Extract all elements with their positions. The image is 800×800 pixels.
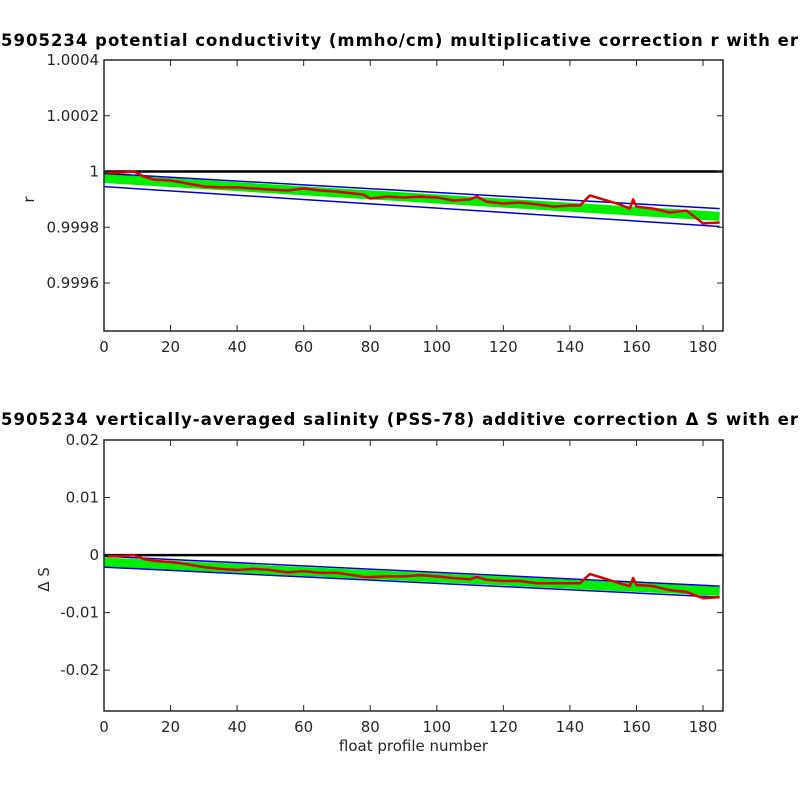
y-axis-label: r	[20, 196, 38, 203]
x-tick-label: 140	[556, 338, 585, 356]
y-axis-label: Δ S	[35, 567, 53, 592]
x-tick-label: 120	[489, 338, 518, 356]
x-tick-label: 140	[556, 718, 585, 736]
y-tick-label: 0.9996	[47, 274, 100, 292]
x-tick-label: 180	[689, 718, 718, 736]
x-tick-label: 160	[622, 718, 651, 736]
x-tick-label: 180	[689, 338, 718, 356]
x-axis-label: float profile number	[339, 737, 489, 755]
axes-box	[103, 59, 724, 332]
x-tick-label: 40	[228, 718, 247, 736]
y-tick-label: 1	[89, 163, 99, 181]
x-tick-label: 160	[622, 338, 651, 356]
series-line	[104, 172, 720, 210]
y-tick-label: 0.9998	[47, 218, 100, 236]
y-tick-label: -0.02	[60, 661, 99, 679]
x-tick-label: 80	[361, 718, 380, 736]
series-line	[107, 553, 720, 600]
x-tick-label: 100	[422, 718, 451, 736]
x-tick-label: 60	[294, 718, 313, 736]
x-tick-label: 20	[161, 338, 180, 356]
y-tick-label: 0	[89, 546, 99, 564]
x-tick-label: 20	[161, 718, 180, 736]
series-line	[104, 566, 720, 598]
y-tick-label: -0.01	[60, 604, 99, 622]
y-tick-label: 0.02	[66, 431, 99, 449]
x-tick-label: 100	[422, 338, 451, 356]
x-tick-label: 120	[489, 718, 518, 736]
y-tick-label: 0.01	[66, 489, 99, 507]
subplot: 5905234 potential conductivity (mmho/cm)…	[1, 31, 799, 356]
series-line	[104, 185, 720, 228]
y-tick-label: 1.0004	[47, 51, 100, 69]
x-tick-label: 0	[99, 718, 109, 736]
axes-box	[103, 439, 724, 712]
y-tick-label: 1.0002	[47, 107, 100, 125]
x-tick-label: 0	[99, 338, 109, 356]
chart-title: 5905234 vertically-averaged salinity (PS…	[1, 410, 799, 429]
x-tick-label: 80	[361, 338, 380, 356]
series-line	[107, 170, 720, 225]
x-tick-label: 60	[294, 338, 313, 356]
chart-title: 5905234 potential conductivity (mmho/cm)…	[1, 31, 799, 50]
x-tick-label: 40	[228, 338, 247, 356]
subplot: 5905234 vertically-averaged salinity (PS…	[1, 410, 799, 755]
